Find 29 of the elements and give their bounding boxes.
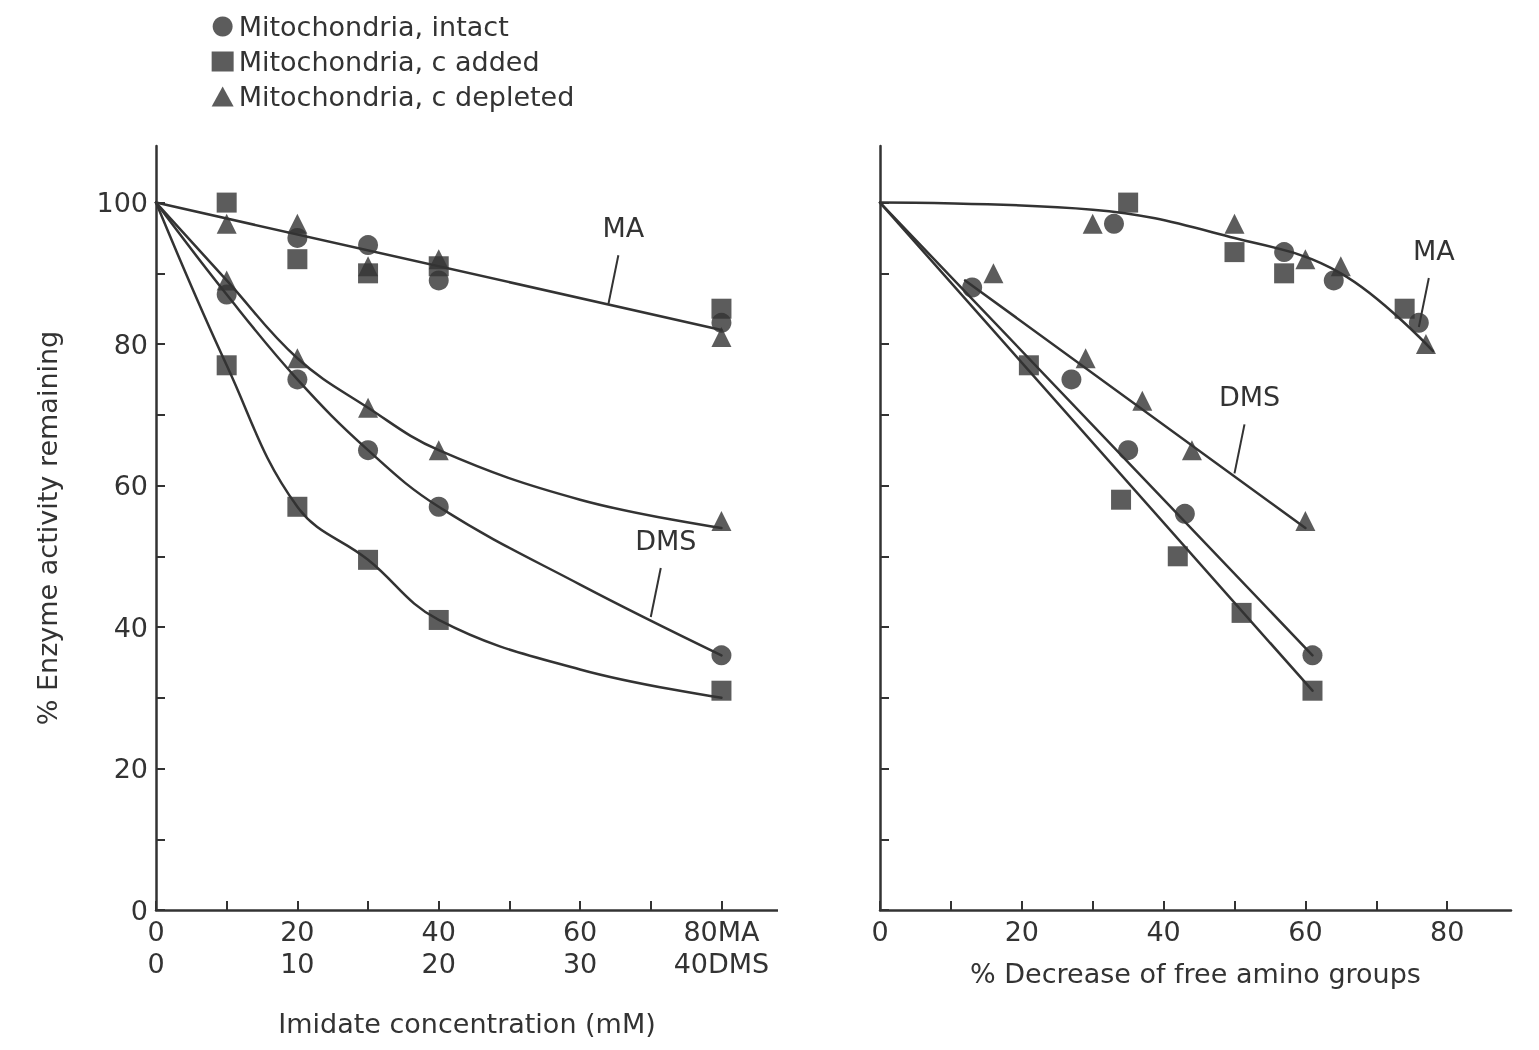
y-tick-label: 100 bbox=[96, 187, 148, 219]
annotation: MA bbox=[602, 212, 645, 244]
y-tick-label: 80 bbox=[113, 328, 148, 360]
y-axis-title: % Enzyme activity remaining bbox=[32, 330, 63, 726]
legend-label: Mitochondria, c depleted bbox=[238, 81, 575, 112]
annotation: DMS bbox=[635, 524, 697, 556]
x-tick-label: 40 bbox=[1146, 916, 1181, 947]
x2-tick-label: 40DMS bbox=[673, 948, 770, 979]
legend-label: Mitochondria, intact bbox=[238, 11, 509, 42]
x2-tick-label: 30 bbox=[562, 948, 598, 979]
x-axis-title: % Decrease of free amino groups bbox=[970, 958, 1421, 989]
x-tick-label: 20 bbox=[280, 916, 315, 947]
annotation: DMS bbox=[1218, 381, 1281, 413]
x2-tick-label: 10 bbox=[280, 948, 315, 979]
legend-label: Mitochondria, c added bbox=[238, 46, 540, 77]
y-tick-label: 0 bbox=[130, 894, 148, 926]
x-tick-label: 80 bbox=[1430, 916, 1465, 947]
y-tick-label: 60 bbox=[113, 470, 148, 502]
x-axis-title: Imidate concentration (mM) bbox=[278, 1008, 656, 1039]
y-tick-label: 20 bbox=[113, 753, 148, 785]
y-tick-label: 40 bbox=[113, 611, 148, 643]
x-tick-label: 20 bbox=[1004, 916, 1039, 947]
x-tick-label: 60 bbox=[1288, 916, 1323, 947]
x-tick-label: 60 bbox=[562, 916, 598, 947]
annotation: MA bbox=[1412, 234, 1456, 266]
x2-tick-label: 20 bbox=[421, 948, 456, 979]
x-tick-label: 40 bbox=[421, 916, 456, 947]
x-tick-label: 0 bbox=[871, 916, 889, 947]
x-tick-label: 80MA bbox=[683, 916, 761, 947]
